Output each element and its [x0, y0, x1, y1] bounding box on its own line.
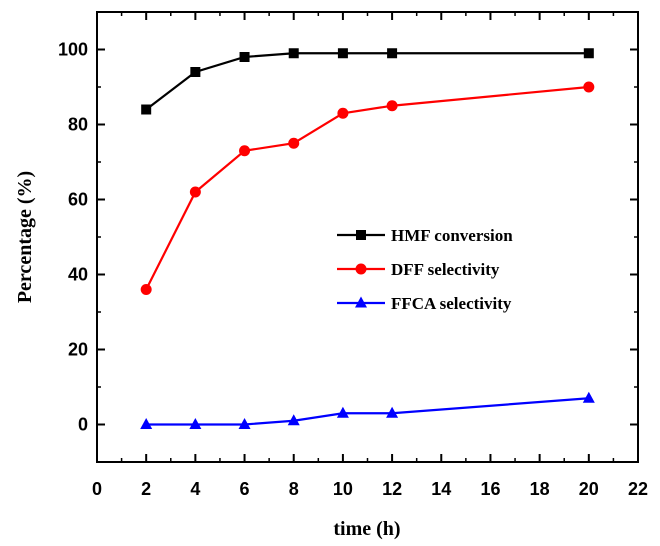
x-tick-label: 10 — [333, 479, 353, 499]
series-2 — [140, 81, 595, 295]
data-point — [582, 391, 595, 403]
data-point — [288, 48, 299, 59]
data-point — [239, 145, 251, 157]
x-tick-label: 14 — [431, 479, 451, 499]
data-point — [287, 414, 300, 426]
data-point — [189, 186, 201, 198]
data-point — [140, 418, 153, 429]
legend-item: HMF conversion — [337, 226, 513, 245]
data-point — [288, 137, 300, 149]
x-tick-label: 6 — [240, 479, 250, 499]
legend-marker — [355, 296, 367, 308]
series-1 — [141, 48, 594, 115]
x-tick-label: 4 — [190, 479, 200, 499]
series-line — [146, 397, 589, 426]
data-point — [336, 406, 349, 418]
legend-item: DFF selectivity — [337, 260, 500, 279]
x-tick-label: 16 — [480, 479, 500, 499]
data-point — [141, 104, 152, 115]
legend-label: DFF selectivity — [391, 260, 500, 279]
data-point — [239, 52, 250, 62]
axis-ticks: 0 2 4 6 8 10 12 14 16 18 20 22 0 20 40 60 80 100 — [58, 11, 648, 499]
y-tick-label: 0 — [78, 415, 88, 435]
x-tick-label: 18 — [530, 479, 550, 499]
legend-marker — [355, 263, 367, 275]
legend: HMF conversion DFF selectivity FFCA select… — [337, 226, 513, 313]
x-tick-label: 2 — [141, 479, 151, 499]
y-tick-label: 60 — [68, 190, 88, 210]
y-tick-label: 40 — [68, 265, 88, 285]
plot-frame — [96, 11, 639, 463]
x-tick-label: 8 — [289, 479, 299, 499]
data-point — [238, 418, 251, 429]
x-tick-label: 22 — [628, 479, 648, 499]
legend-item: FFCA selectivity — [337, 294, 512, 313]
data-point — [386, 406, 399, 418]
data-point — [337, 107, 349, 119]
data-point — [190, 67, 201, 77]
data-point — [189, 418, 202, 429]
y-tick-label: 20 — [68, 340, 88, 360]
legend-label: FFCA selectivity — [391, 294, 512, 313]
data-point — [337, 48, 348, 59]
legend-marker — [356, 230, 366, 240]
x-tick-label: 12 — [382, 479, 402, 499]
y-axis-title: Percentage (%) — [14, 171, 36, 303]
x-tick-label: 20 — [579, 479, 599, 499]
data-point — [387, 48, 398, 59]
legend-label: HMF conversion — [391, 226, 513, 245]
series-line — [145, 85, 589, 290]
series-3 — [140, 391, 595, 429]
data-point — [583, 81, 595, 93]
x-axis-title: time (h) — [333, 518, 400, 540]
series-layer — [140, 48, 595, 429]
y-tick-label: 100 — [58, 40, 88, 60]
data-point — [583, 48, 594, 59]
y-tick-label: 80 — [68, 115, 88, 135]
series-line — [145, 52, 589, 111]
data-point — [140, 284, 152, 295]
data-point — [386, 100, 398, 112]
x-tick-label: 0 — [92, 479, 102, 499]
